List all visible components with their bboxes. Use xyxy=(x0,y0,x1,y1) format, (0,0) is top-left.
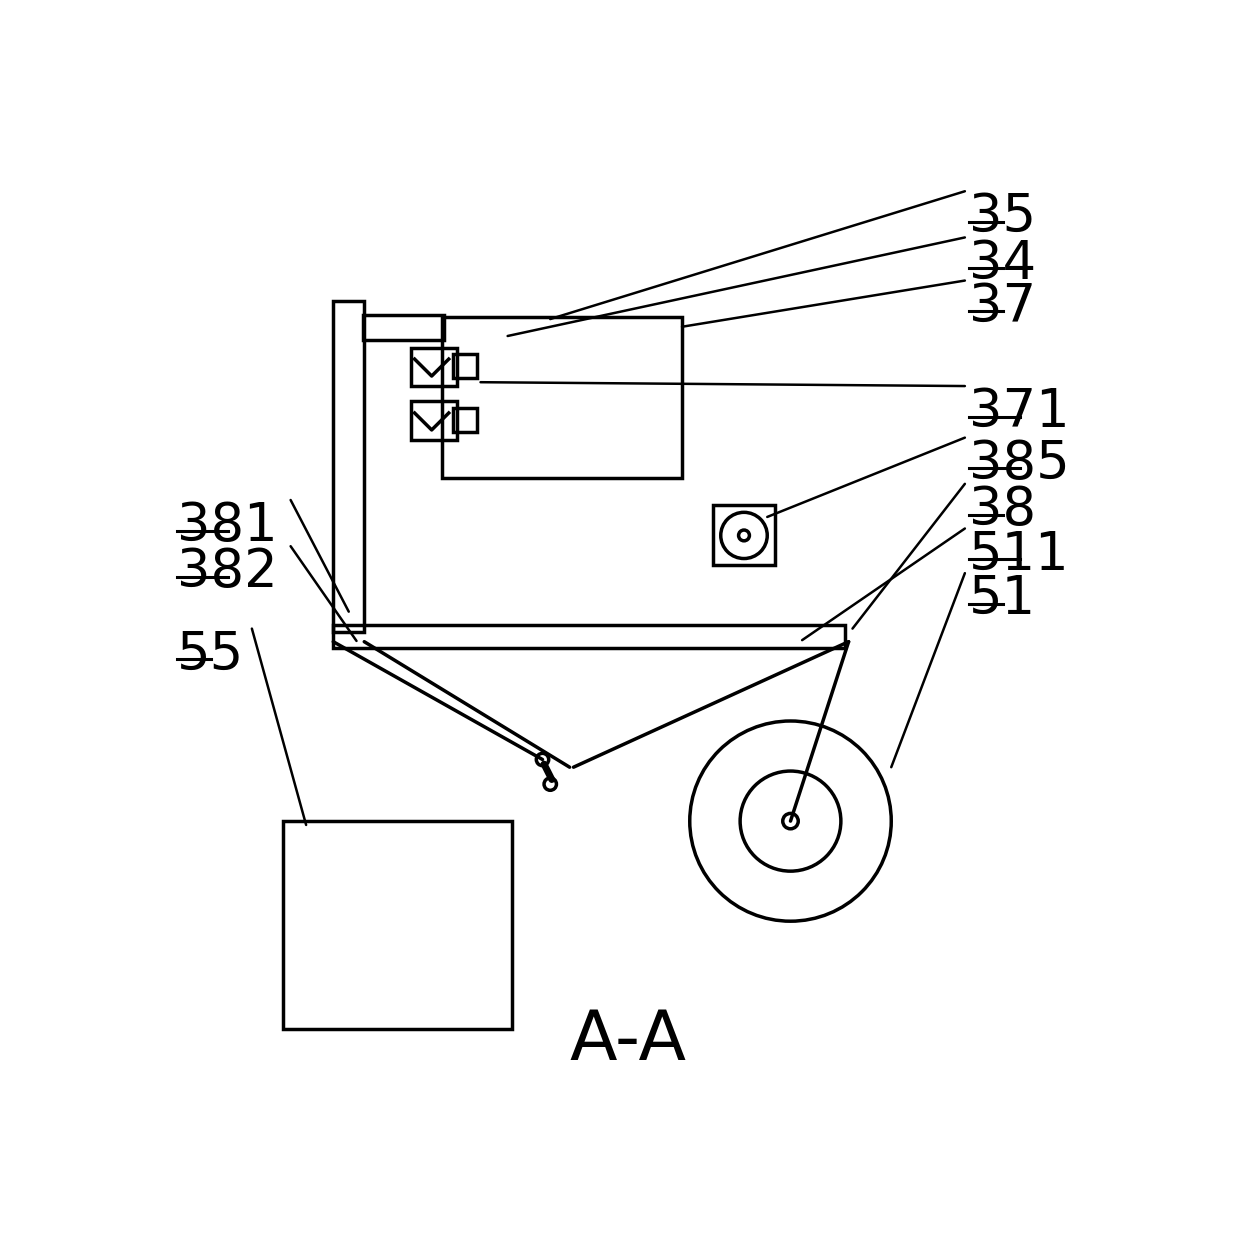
Bar xyxy=(334,301,365,633)
Bar xyxy=(454,408,476,432)
Text: 35: 35 xyxy=(968,192,1035,243)
Bar xyxy=(410,348,458,386)
Text: A-A: A-A xyxy=(569,1007,686,1074)
Text: 381: 381 xyxy=(176,500,278,552)
Bar xyxy=(713,505,775,566)
Bar xyxy=(334,625,844,648)
Text: 371: 371 xyxy=(968,386,1069,438)
Text: 55: 55 xyxy=(176,629,244,680)
Bar xyxy=(410,402,458,440)
Text: 37: 37 xyxy=(968,281,1035,333)
Bar xyxy=(283,822,511,1029)
Bar xyxy=(454,354,476,378)
Bar xyxy=(441,316,682,479)
Text: 511: 511 xyxy=(968,528,1069,581)
Bar xyxy=(363,315,444,340)
Text: 34: 34 xyxy=(968,237,1035,290)
Text: 51: 51 xyxy=(968,573,1035,625)
Text: 382: 382 xyxy=(176,547,278,598)
Text: 38: 38 xyxy=(968,484,1035,536)
Text: 385: 385 xyxy=(968,437,1069,490)
